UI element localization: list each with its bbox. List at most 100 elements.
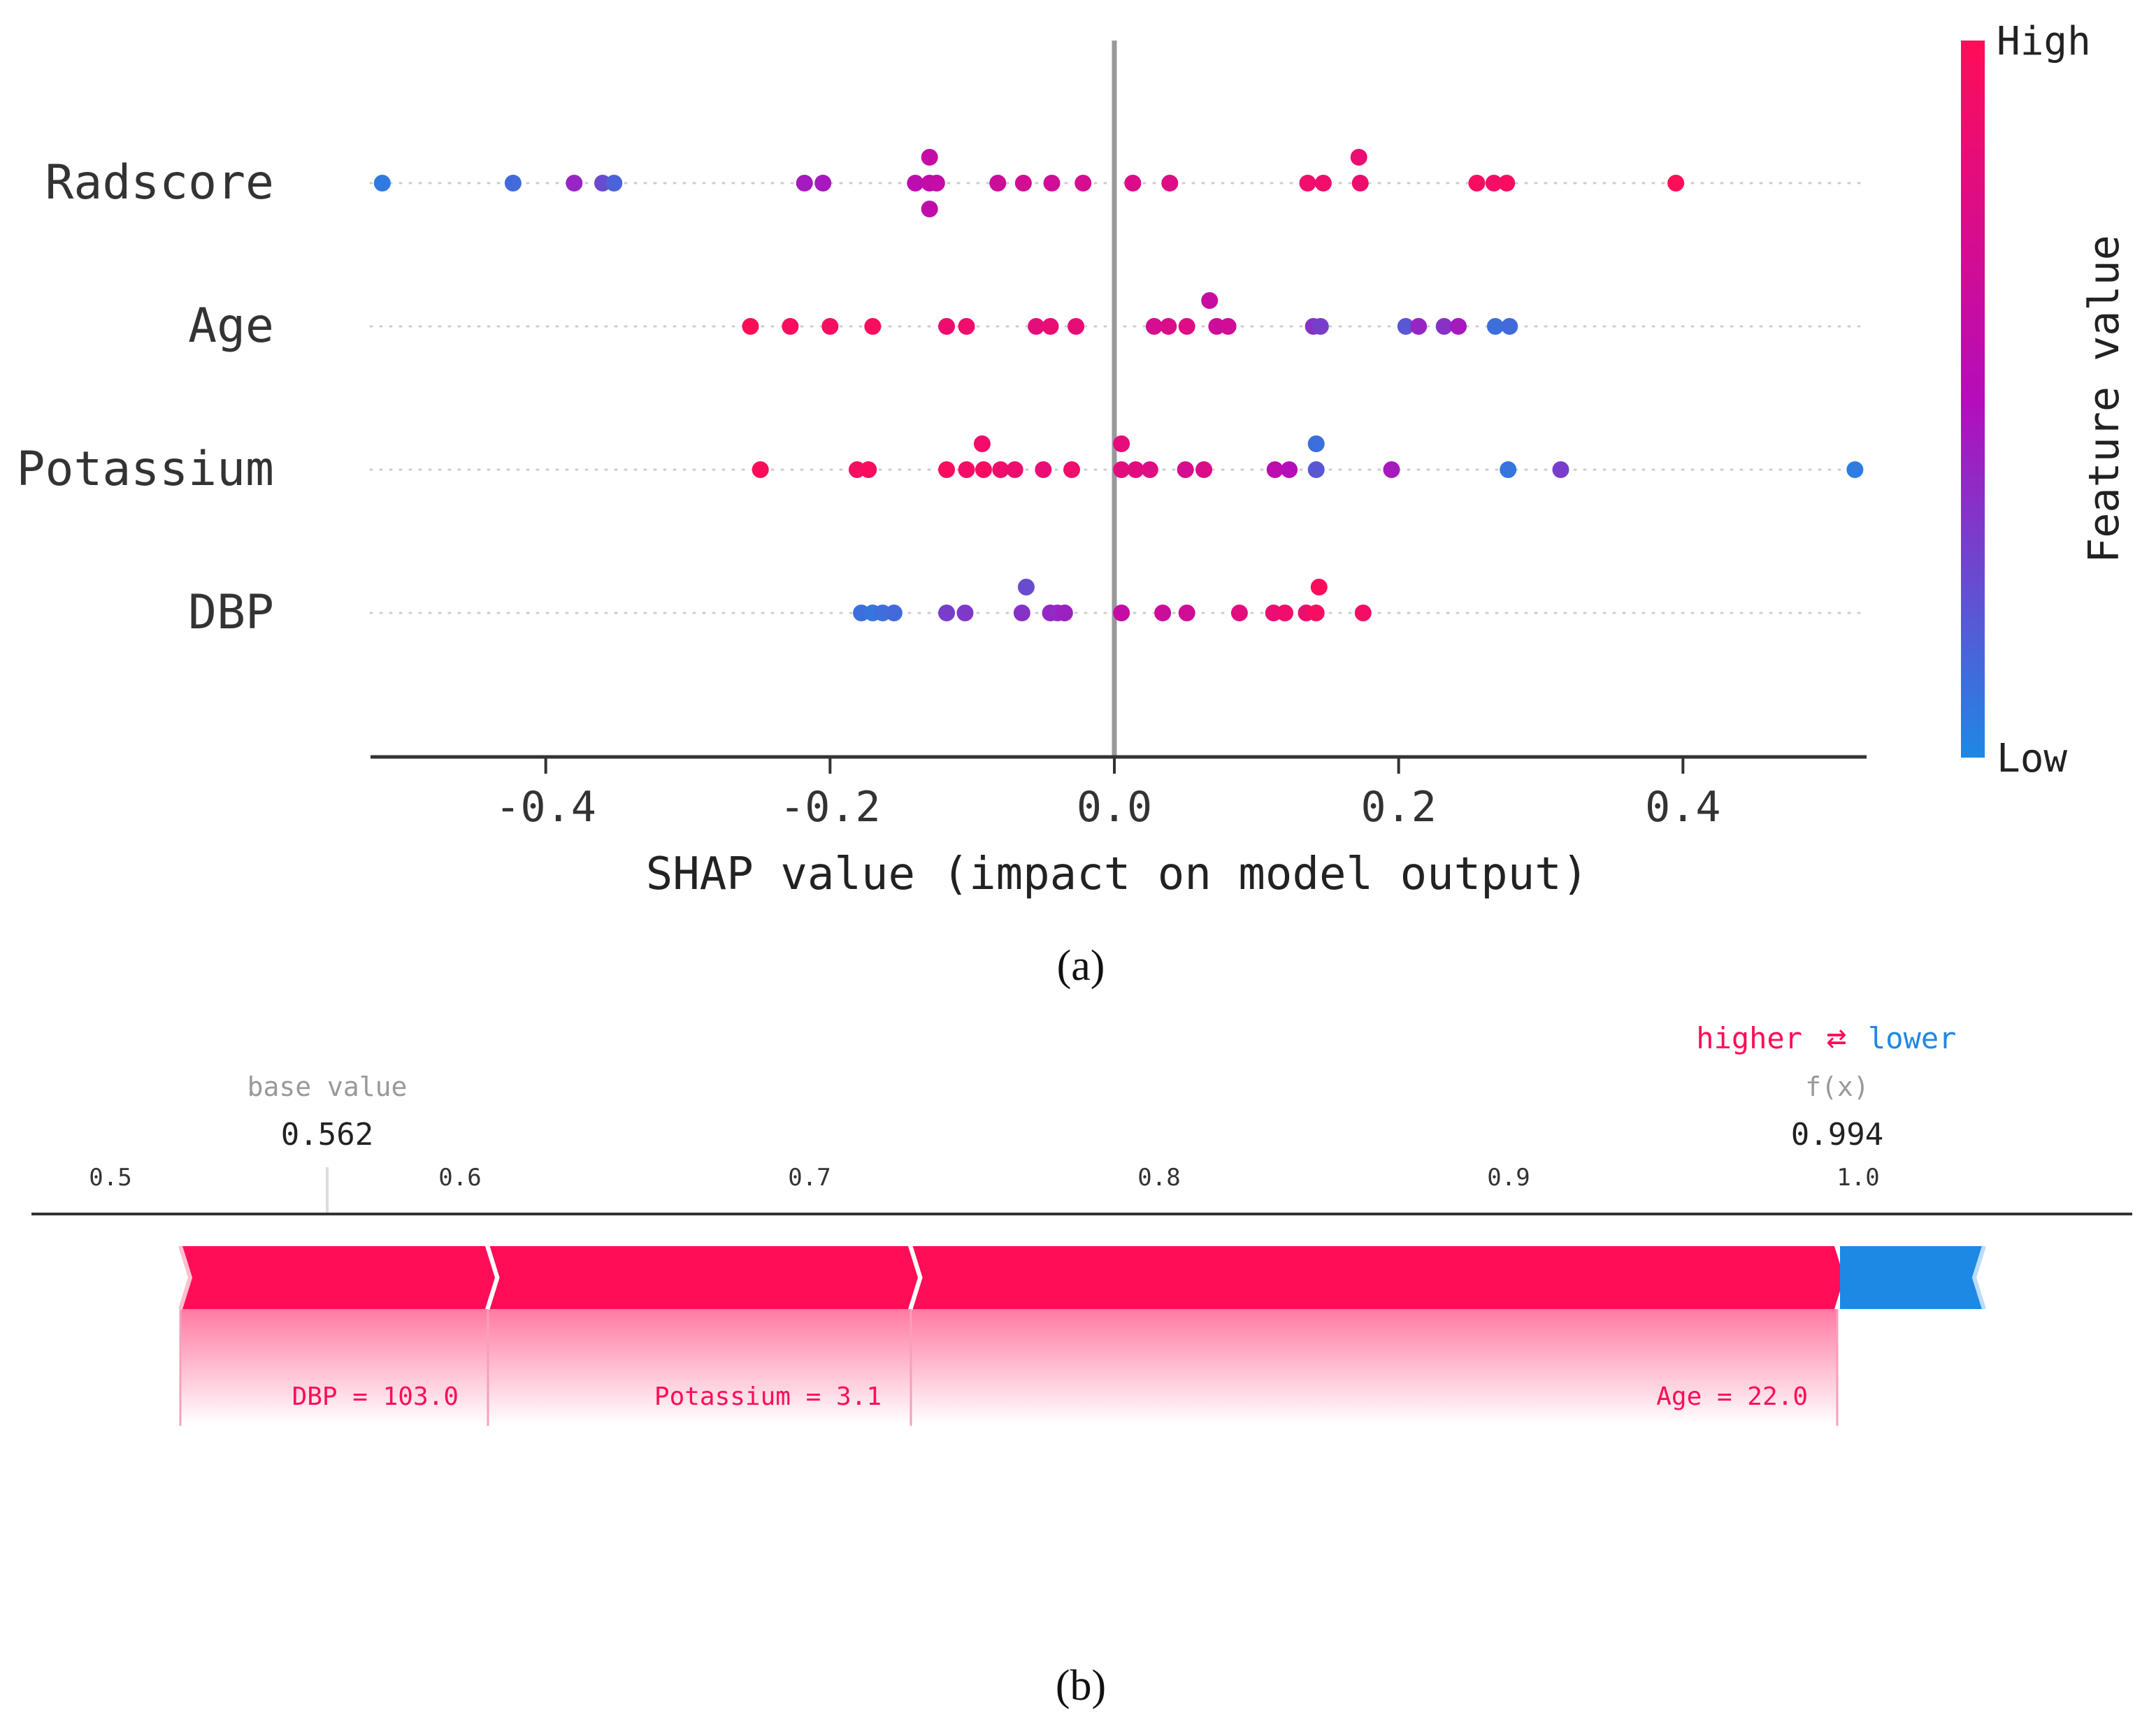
shap-force-panel: higher ⇄ lower base value 0.562 f(x) 0.9…	[31, 1018, 2132, 1426]
shap-point	[1017, 579, 1035, 595]
shap-point	[1219, 318, 1237, 335]
shap-point	[973, 435, 991, 452]
shap-point	[1501, 318, 1518, 335]
shap-point	[1160, 318, 1177, 335]
legend-higher: higher	[1696, 1021, 1802, 1055]
shap-point	[504, 175, 522, 192]
force-tick-label: 0.6	[438, 1164, 481, 1192]
shap-summary-panel: Radscore Age Potassium DBP -0.4 -0.2 0.0 0.2 0.…	[17, 19, 2129, 900]
force-bar-higher	[488, 1246, 918, 1309]
shap-point	[1161, 175, 1179, 192]
shap-point	[864, 318, 882, 335]
shap-point	[1310, 579, 1328, 595]
shap-point	[958, 318, 975, 335]
shap-point	[1201, 292, 1219, 309]
force-tick-label: 1.0	[1837, 1164, 1879, 1192]
shap-point	[1299, 175, 1316, 192]
colorbar-gradient	[1961, 41, 1985, 758]
caption-b: (b)	[1056, 1662, 1106, 1710]
shap-point	[373, 175, 391, 192]
shap-point	[782, 318, 799, 335]
shap-point	[1354, 605, 1372, 621]
legend-arrows-icon: ⇄	[1827, 1018, 1847, 1057]
shap-point	[1450, 318, 1467, 335]
force-bars: DBP = 103.0 Potassium = 3.1 Age = 22.0	[178, 1245, 1986, 1426]
shap-points	[373, 149, 1864, 621]
shap-point	[1500, 461, 1517, 478]
shap-point	[1124, 175, 1142, 192]
caption-a: (a)	[1057, 942, 1105, 990]
force-feature-label: DBP = 103.0	[292, 1382, 459, 1411]
shap-point	[1141, 461, 1158, 478]
shap-point	[956, 605, 974, 621]
feature-row-guides	[369, 182, 1868, 614]
shap-point	[1498, 175, 1516, 192]
force-axis-ticks: 0.5 0.6 0.7 0.8 0.9 1.0	[89, 1164, 1879, 1192]
feature-label: DBP	[188, 585, 274, 640]
shap-point	[1063, 461, 1080, 478]
shap-point	[1485, 175, 1502, 192]
feature-label: Age	[188, 298, 274, 354]
shap-point	[938, 318, 956, 335]
shap-point	[1042, 318, 1059, 335]
shap-point	[752, 461, 769, 478]
force-bar-higher	[911, 1246, 1844, 1309]
force-tick-label: 0.7	[788, 1164, 831, 1192]
force-tick-label: 0.8	[1137, 1164, 1180, 1192]
colorbar-high-label: High	[1997, 19, 2091, 64]
shap-point	[1043, 175, 1061, 192]
force-bar-separator	[909, 1245, 923, 1310]
force-feature-label: Potassium = 3.1	[654, 1382, 882, 1411]
force-feature-label: Age = 22.0	[1656, 1382, 1808, 1411]
legend-lower: lower	[1868, 1021, 1956, 1055]
shap-point	[1145, 318, 1163, 335]
force-tick-label: 0.9	[1487, 1164, 1530, 1192]
shap-point	[1028, 318, 1045, 335]
shap-point	[1397, 318, 1414, 335]
shap-point	[1035, 461, 1052, 478]
x-axis-ticks: -0.4 -0.2 0.0 0.2 0.4	[495, 757, 1721, 832]
shap-point	[1178, 605, 1195, 621]
force-legend: higher ⇄ lower	[1696, 1018, 1956, 1057]
shap-point	[1230, 605, 1248, 621]
shap-point	[989, 175, 1007, 192]
shap-point	[938, 461, 956, 478]
shap-point	[921, 149, 938, 166]
base-value-number: 0.562	[281, 1117, 373, 1152]
x-tick-label: 0.2	[1360, 783, 1436, 832]
force-bar-higher	[180, 1246, 495, 1309]
shap-point	[1307, 605, 1325, 621]
shap-point	[566, 175, 583, 192]
shap-point	[742, 318, 759, 335]
shap-point	[1311, 318, 1329, 335]
shap-point	[975, 461, 992, 478]
shap-point	[1014, 175, 1032, 192]
shap-point	[1266, 461, 1284, 478]
shap-point	[814, 175, 832, 192]
force-bar-edge	[178, 1245, 193, 1310]
shap-point	[1127, 461, 1144, 478]
shap-point	[1307, 435, 1325, 452]
shap-point	[1195, 461, 1213, 478]
shap-point	[1314, 175, 1332, 192]
shap-point	[1075, 175, 1092, 192]
colorbar: High Low Feature value	[1961, 19, 2129, 781]
shap-point	[1113, 461, 1130, 478]
shap-point	[938, 605, 956, 621]
shap-point	[885, 605, 903, 621]
shap-point	[1486, 318, 1504, 335]
shap-point	[1383, 461, 1400, 478]
shap-point	[921, 201, 938, 217]
shap-point	[1435, 318, 1453, 335]
x-tick-label: 0.4	[1645, 783, 1720, 832]
feature-label: Potassium	[17, 442, 274, 497]
base-value-label: base value	[247, 1071, 408, 1102]
shap-point	[796, 175, 813, 192]
fx-number: 0.994	[1791, 1117, 1883, 1152]
colorbar-title: Feature value	[2080, 235, 2129, 563]
shap-point	[1667, 175, 1685, 192]
colorbar-low-label: Low	[1997, 736, 2067, 781]
shap-point	[1351, 175, 1369, 192]
x-tick-label: -0.2	[779, 783, 881, 832]
